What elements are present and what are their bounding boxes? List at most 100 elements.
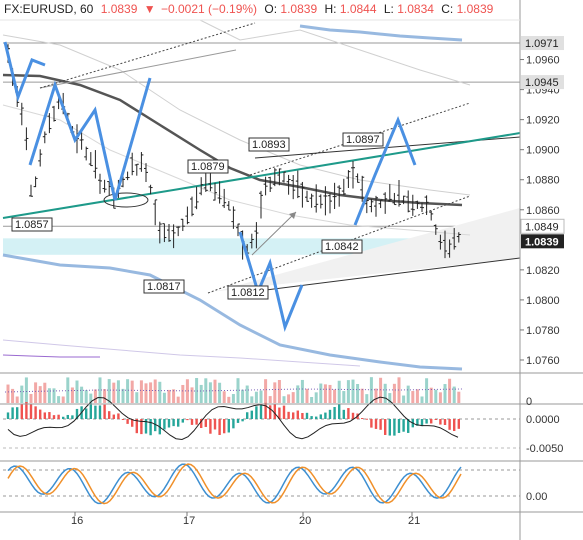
volume-bar <box>406 385 410 403</box>
macd-histogram-bar <box>282 405 286 419</box>
volume-bar <box>231 394 235 403</box>
volume-bar <box>162 392 166 403</box>
time-tick-label: 21 <box>408 515 420 527</box>
volume-bar <box>15 396 19 403</box>
macd-histogram-bar <box>48 412 51 419</box>
price-tick-label: 1.0780 <box>526 325 560 337</box>
ma-faint <box>199 19 471 86</box>
macd-histogram-bar <box>434 419 437 420</box>
price-label-text: 1.0817 <box>147 281 181 293</box>
time-tick-label: 20 <box>299 515 311 527</box>
macd-histogram-bar <box>154 419 157 432</box>
price-tick-label: 1.0760 <box>526 355 560 367</box>
channel-lower-line <box>249 257 521 293</box>
macd-histogram-bar <box>140 419 143 435</box>
volume-bar <box>57 396 61 403</box>
volume-bar <box>70 387 74 403</box>
price-label-box <box>248 137 290 152</box>
high-value: 1.0844 <box>340 2 377 16</box>
open-value: 1.0839 <box>280 2 317 16</box>
volume-bar <box>20 385 24 403</box>
volume-bar <box>296 385 300 403</box>
price-label-box <box>321 239 363 254</box>
macd-signal-line <box>7 396 459 441</box>
macd-histogram-bar <box>34 406 37 419</box>
macd-histogram-bar <box>370 419 373 428</box>
volume-bar <box>259 390 263 403</box>
macd-histogram-bar <box>278 407 281 419</box>
price-label: 1.0817 <box>143 279 185 294</box>
volume-bar <box>116 380 120 403</box>
macd-histogram-bar <box>457 419 460 429</box>
volume-bar <box>392 383 396 403</box>
volume-bar <box>268 396 272 403</box>
volume-bar <box>158 381 162 403</box>
macd-histogram-bar <box>439 419 442 425</box>
volume-bar <box>149 382 153 403</box>
macd-histogram-bar <box>292 412 295 419</box>
volume-bar <box>153 379 157 403</box>
macd-histogram-bar <box>443 419 447 425</box>
volume-bar <box>208 382 212 403</box>
macd-histogram-bar <box>328 409 332 419</box>
close-label: C: <box>441 2 453 16</box>
volume-bar <box>24 377 28 403</box>
price-tick-label: 1.0820 <box>526 265 560 277</box>
price-label: 1.0842 <box>321 239 363 254</box>
price-badge-label: 1.0945 <box>525 77 559 89</box>
volume-bar <box>176 396 180 403</box>
symbol-label: FX:EURUSD, 60 <box>4 2 94 16</box>
volume-bar <box>356 384 360 403</box>
volume-bar <box>126 379 130 403</box>
macd-tick-label: 0.0000 <box>526 414 560 426</box>
price-label: 1.0857 <box>11 217 53 232</box>
volume-bar <box>420 396 424 403</box>
macd-histogram-bar <box>149 419 152 436</box>
time-tick-label: 17 <box>183 515 195 527</box>
macd-histogram-bar <box>342 409 345 419</box>
price-tick-label: 1.0860 <box>526 205 560 217</box>
low-value: 1.0834 <box>397 2 434 16</box>
ma-faint <box>2 339 361 367</box>
macd-histogram-bar <box>186 419 189 421</box>
projection-zigzag <box>238 231 304 332</box>
macd-histogram-bar <box>195 419 198 425</box>
price-label-box <box>227 285 269 300</box>
macd-histogram-bar <box>315 416 318 419</box>
volume-bar <box>277 380 281 403</box>
macd-histogram-bar <box>420 419 424 427</box>
volume-bar <box>190 387 194 403</box>
volume-bar <box>181 384 185 403</box>
price-badge: 1.0839 <box>521 234 564 249</box>
volume-tick-label: 0 <box>526 396 532 408</box>
macd-histogram-bar <box>112 414 115 419</box>
volume-bar <box>93 389 97 403</box>
volume-bar <box>107 379 111 403</box>
price-label-text: 1.0893 <box>252 139 286 151</box>
price-label-box <box>143 279 185 294</box>
macd-histogram-bar <box>200 419 203 429</box>
volume-bar <box>172 389 176 403</box>
volume-bar <box>374 388 378 403</box>
price-badge: 1.0945 <box>521 75 564 90</box>
macd-histogram-bar <box>144 419 148 434</box>
price-label-box <box>187 159 229 174</box>
macd-histogram-bar <box>430 419 433 424</box>
arrow-head <box>289 212 296 219</box>
volume-average <box>4 388 463 393</box>
volume-bar <box>319 383 323 403</box>
price-badge-label: 1.0839 <box>525 236 559 248</box>
macd-histogram-bar <box>20 404 23 419</box>
macd-histogram-bar <box>108 411 111 419</box>
price-label-text: 1.0812 <box>231 287 265 299</box>
volume-bar <box>66 377 70 403</box>
volume-bar <box>6 384 10 403</box>
macd-histogram-bar <box>448 419 451 430</box>
macd-histogram-bar <box>181 419 184 423</box>
macd-histogram-bar <box>296 410 299 419</box>
macd-histogram-bar <box>39 409 42 419</box>
aux-line <box>2 354 100 358</box>
price-tick-label: 1.0800 <box>526 295 560 307</box>
volume-bar <box>75 380 79 403</box>
